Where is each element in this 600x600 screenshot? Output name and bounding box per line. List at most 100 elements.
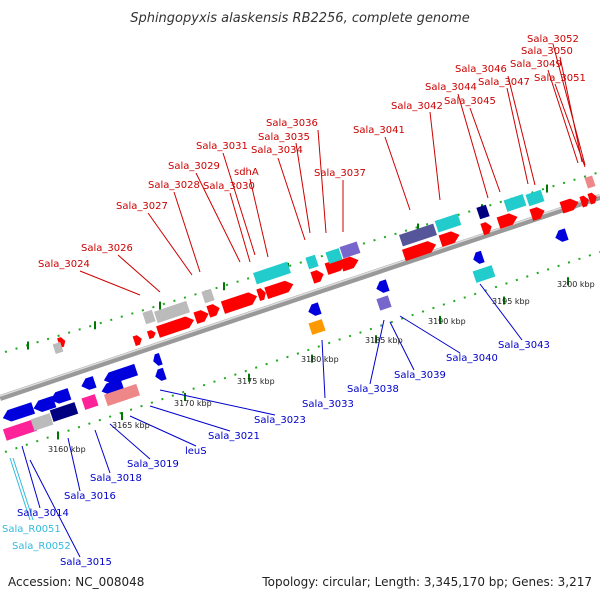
leader-3041	[384, 136, 411, 211]
gene-3039	[376, 295, 392, 311]
gene-3039-shape	[376, 295, 392, 311]
gene-3028-shape	[156, 316, 195, 338]
gene-3030-shape	[206, 304, 220, 318]
leader-3052	[552, 43, 586, 166]
label-sdha: sdhA	[234, 167, 259, 178]
gene-3049-shape	[559, 198, 579, 214]
backbone-highlight	[0, 194, 600, 397]
label-sala-3038: Sala_3038	[347, 384, 399, 395]
gene-3027	[153, 300, 191, 324]
gene-3041b	[401, 241, 437, 262]
gene-shapes	[2, 175, 597, 521]
genome-summary-text: Topology: circular; Length: 3,345,170 bp…	[261, 575, 592, 589]
leader-3033	[321, 339, 326, 399]
label-sala-3052: Sala_3052	[527, 34, 579, 45]
gene-3024a-shape	[57, 337, 66, 348]
label-sala-3037: Sala_3037	[314, 168, 366, 179]
accession-text: Accession: NC_008048	[8, 575, 144, 589]
label-sala-3040: Sala_3040	[446, 353, 498, 364]
leader-3030	[229, 192, 251, 263]
gene-3044b-shape	[480, 222, 492, 236]
gene-3016	[49, 402, 79, 422]
gene-3016a-shape	[33, 395, 57, 412]
leader-3015	[29, 459, 81, 558]
gene-3034	[253, 261, 291, 285]
gene-3024a	[57, 337, 66, 348]
label-sala-3030: Sala_3030	[203, 181, 255, 192]
label-sala-3039: Sala_3039	[394, 370, 446, 381]
genome-backbone	[0, 194, 600, 401]
leader-3049	[547, 69, 579, 164]
rna-gene-labels: Sala_R0051 Sala_R0052	[2, 524, 71, 552]
gene-3044	[476, 204, 490, 220]
gene-3033b-shape	[308, 319, 326, 335]
gene-3036-shape	[325, 248, 343, 264]
leader-3014	[21, 445, 41, 509]
label-sala-3024: Sala_3024	[38, 259, 90, 270]
scale-label-3195: 3195 kbp	[492, 297, 530, 306]
label-sala-3047: Sala_3047	[478, 77, 530, 88]
label-sala-3035: Sala_3035	[258, 132, 310, 143]
gene-3018b	[81, 376, 97, 390]
gene-3021	[103, 363, 139, 384]
label-leus: leuS	[185, 446, 207, 457]
label-leader-lines	[21, 43, 586, 558]
gene-3014-shape	[2, 402, 36, 422]
gene-3045-shape	[496, 213, 518, 229]
gene-3041b-shape	[401, 241, 437, 262]
gene-3049	[559, 198, 579, 214]
leader-3031	[222, 152, 256, 256]
gene-3037	[339, 241, 361, 259]
label-sala-3042: Sala_3042	[391, 101, 443, 112]
leader-sdha	[249, 178, 269, 258]
forward-gene-labels: Sala_3052 Sala_3050 Sala_3049 Sala_3051 …	[38, 34, 586, 270]
gene-3045	[496, 213, 518, 229]
gene-3047-shape	[525, 189, 545, 207]
sdha-gene	[256, 288, 266, 301]
leader-3018	[94, 429, 111, 474]
leader-3023	[159, 389, 276, 416]
label-sala-3019: Sala_3019	[127, 459, 179, 470]
gene-3047b	[529, 207, 545, 221]
gene-3041	[399, 223, 437, 247]
label-sala-3026: Sala_3026	[81, 243, 133, 254]
gene-3033	[308, 302, 322, 316]
leader-3027	[147, 212, 193, 276]
gene-3042b	[438, 231, 460, 247]
backbone-line	[0, 194, 600, 401]
gene-3036b	[339, 256, 359, 272]
gene-3047b-shape	[529, 207, 545, 221]
leader-3021	[149, 405, 231, 432]
label-sala-3014: Sala_3014	[17, 508, 69, 519]
gene-3052	[584, 175, 596, 189]
leader-leus	[129, 415, 197, 447]
label-sala-3018: Sala_3018	[90, 473, 142, 484]
rna-r0052-mark	[12, 457, 34, 521]
gene-3043b-shape	[555, 228, 569, 242]
label-sala-3036: Sala_3036	[266, 118, 318, 129]
leader-3019	[109, 423, 151, 460]
gene-3030	[206, 304, 220, 318]
gene-3033b	[308, 319, 326, 335]
gene-3014b	[2, 419, 38, 441]
leader-3036	[317, 129, 327, 234]
gene-3035	[305, 254, 319, 270]
leader-3051	[554, 83, 586, 168]
gene-3023-shape	[155, 367, 167, 381]
gene-3033-shape	[308, 302, 322, 316]
gene-3035b-shape	[310, 270, 324, 284]
gene-3029-shape	[193, 310, 209, 324]
label-sala-r0051: Sala_R0051	[2, 524, 61, 535]
label-sala-3023: Sala_3023	[254, 415, 306, 426]
leus-gene	[103, 383, 141, 407]
leader-3038	[369, 319, 385, 385]
gene-3036	[325, 248, 343, 264]
gene-3028	[156, 316, 195, 338]
scale-label-3160: 3160 kbp	[48, 445, 86, 454]
gene-3018-shape	[81, 394, 99, 410]
gene-3050-shape	[579, 195, 589, 208]
gene-3031-shape	[220, 292, 258, 314]
label-sala-3028: Sala_3028	[148, 180, 200, 191]
label-sala-3049: Sala_3049	[510, 59, 562, 70]
